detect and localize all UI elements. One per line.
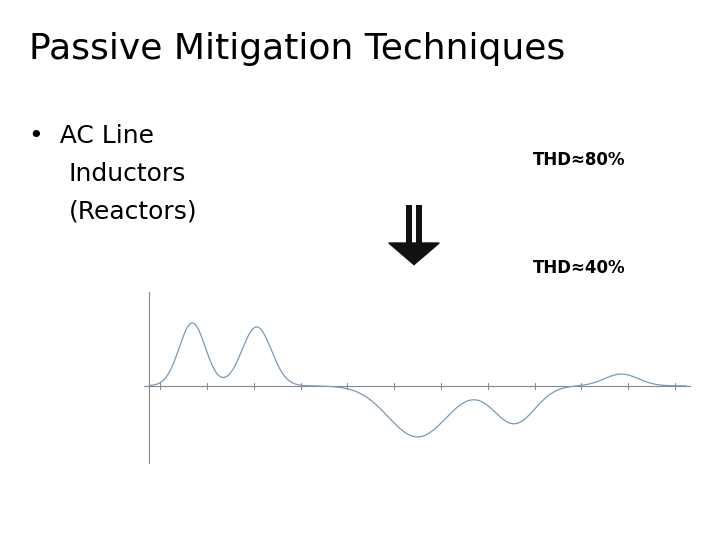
Text: THD≈40%: THD≈40% [533, 259, 626, 277]
Text: THD≈80%: THD≈80% [533, 151, 625, 169]
FancyBboxPatch shape [416, 205, 422, 243]
Text: YASKAWA: YASKAWA [18, 503, 140, 523]
Text: •  AC Line: • AC Line [29, 124, 154, 148]
FancyBboxPatch shape [406, 205, 412, 243]
Text: Inductors: Inductors [68, 162, 186, 186]
Text: Passive Mitigation Techniques: Passive Mitigation Techniques [29, 32, 565, 66]
Text: (Reactors): (Reactors) [68, 200, 197, 224]
Polygon shape [389, 243, 439, 265]
